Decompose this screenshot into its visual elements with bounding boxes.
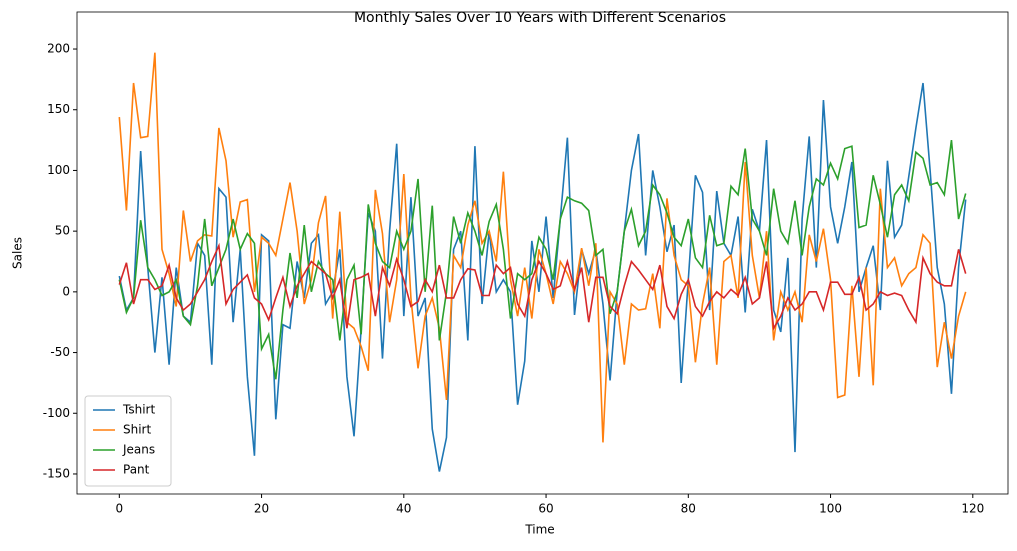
legend: Tshirt Shirt Jeans Pant xyxy=(84,395,172,487)
x-tick-label: 60 xyxy=(538,502,553,516)
legend-label: Pant xyxy=(123,463,150,477)
series-line xyxy=(118,139,967,380)
y-tick-label: 200 xyxy=(47,42,70,56)
y-tick-label: 0 xyxy=(62,284,70,298)
series-line xyxy=(118,242,967,331)
legend-label: Jeans xyxy=(122,443,155,457)
x-tick-label: 100 xyxy=(819,502,842,516)
y-tick-label: -100 xyxy=(43,406,70,420)
x-axis-label: Time xyxy=(524,523,554,537)
y-tick-label: 150 xyxy=(47,102,70,116)
y-tick-label: 50 xyxy=(55,224,70,238)
legend-label: Tshirt xyxy=(122,403,155,417)
y-tick-label: 100 xyxy=(47,163,70,177)
series-line xyxy=(118,52,967,443)
y-axis-label: Sales xyxy=(11,237,25,269)
y-tick-label: -50 xyxy=(50,345,70,359)
legend-label: Shirt xyxy=(123,423,151,437)
legend-box xyxy=(84,395,172,487)
x-tick-label: 0 xyxy=(115,502,123,516)
y-tick-label: -150 xyxy=(43,466,70,480)
x-tick-label: 20 xyxy=(254,502,269,516)
series-line xyxy=(118,82,967,472)
plot-frame xyxy=(76,11,1009,495)
x-tick-label: 120 xyxy=(961,502,984,516)
x-tick-label: 40 xyxy=(396,502,411,516)
x-tick-label: 80 xyxy=(681,502,696,516)
chart-title: Monthly Sales Over 10 Years with Differe… xyxy=(354,10,726,26)
